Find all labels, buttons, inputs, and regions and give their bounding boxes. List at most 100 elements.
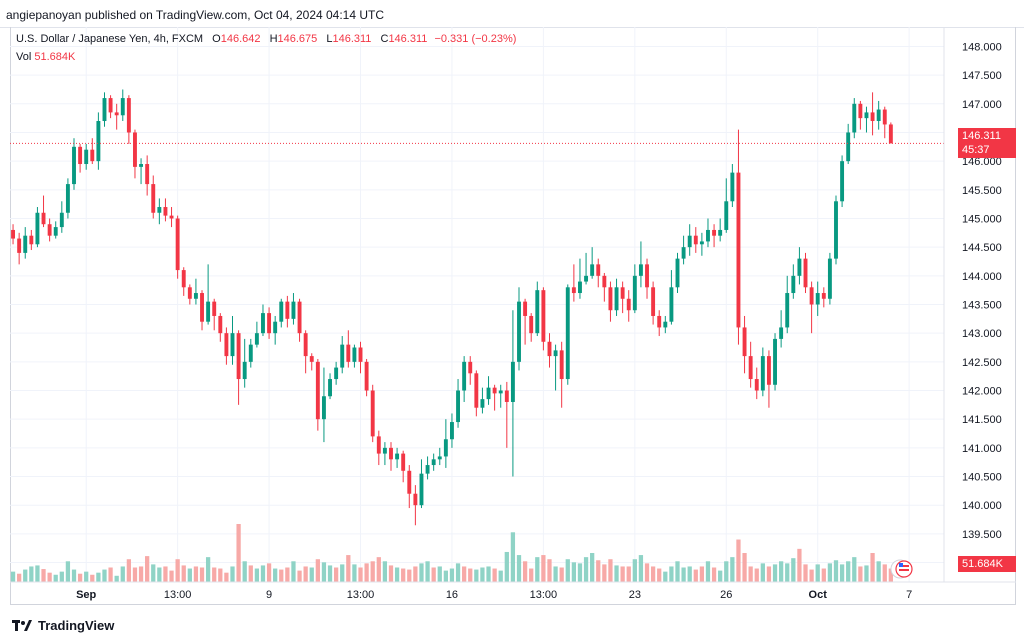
candle-body [523, 301, 528, 316]
candle-body [864, 112, 869, 119]
volume-bar [376, 557, 381, 582]
candle-body [754, 379, 759, 391]
volume-bar [333, 567, 339, 582]
volume-bar [462, 566, 467, 582]
candle-body [834, 201, 838, 259]
volume-bar [382, 561, 388, 582]
candle-body [181, 270, 186, 288]
volume-bar [242, 561, 247, 582]
price-tick-label: 142.000 [962, 386, 1002, 398]
header-bar: angiepanoyan published on TradingView.co… [0, 0, 1024, 28]
volume-bar [876, 561, 881, 582]
legend-symbol: U.S. Dollar / Japanese Yen, 4h, FXCM [16, 33, 204, 45]
volume-bar [199, 567, 205, 582]
candle-body [565, 287, 570, 380]
time-tick-label: 16 [446, 589, 458, 601]
candle-body [358, 347, 363, 362]
candle-body [175, 218, 180, 271]
candle-body [431, 459, 436, 466]
candle-body [309, 356, 314, 362]
volume-bar [797, 548, 802, 582]
candle-body [11, 229, 15, 239]
volume-bar [309, 567, 314, 582]
volume-bar [791, 558, 796, 582]
volume-bar [47, 572, 52, 582]
candle-body [321, 396, 326, 420]
volume-bar [413, 566, 418, 582]
footer-brand[interactable]: TradingView [12, 618, 114, 633]
volume-bar [529, 568, 534, 582]
candle-body [224, 333, 229, 357]
candle-body [681, 247, 686, 259]
candle-body [773, 338, 777, 385]
volume-bar [614, 565, 619, 582]
volume-bar [279, 569, 284, 582]
candle-body [535, 290, 540, 334]
volume-bar [718, 570, 723, 582]
volume-bar [419, 563, 424, 582]
volume-bar [230, 566, 235, 582]
time-axis[interactable]: Sep 13:00 9 13:00 16 13:00 23 26 Oct 7 [76, 589, 912, 601]
candle-body [486, 387, 491, 400]
candle-body [687, 235, 692, 248]
volume-bar [394, 567, 400, 582]
candle-body [693, 235, 698, 245]
volume-bar [778, 561, 784, 582]
candle-body [254, 333, 259, 345]
candle-body [212, 301, 217, 316]
volume-bar [577, 563, 583, 582]
volume-bar [620, 566, 625, 582]
candle-body [389, 447, 393, 460]
candle-body [102, 98, 107, 122]
candle-body [285, 301, 290, 319]
candle-body [584, 275, 589, 282]
candle-body [334, 367, 339, 380]
legend: U.S. Dollar / Japanese Yen, 4h, FXCM O14… [16, 33, 516, 45]
candle-body [882, 109, 887, 125]
volume-bar [541, 555, 546, 582]
candle-body [78, 146, 83, 165]
candle-body [425, 465, 430, 474]
price-axis[interactable]: 148.000147.500147.000146.500146.000145.5… [962, 41, 1002, 569]
volume-bar [492, 568, 497, 582]
candle-body [547, 341, 552, 357]
volume-bar [766, 566, 772, 582]
candle-body [821, 293, 826, 299]
candle-body [413, 493, 418, 506]
tradingview-logo-icon [12, 619, 32, 631]
price-tick-label: 148.000 [962, 41, 1002, 53]
volume-bar [888, 568, 893, 582]
volume-bar [522, 561, 528, 582]
time-tick-label: 7 [906, 589, 912, 601]
volume-bar [157, 567, 162, 582]
volume-bar [724, 561, 729, 582]
legend-close: 146.311 [388, 33, 428, 45]
candle-body [120, 98, 125, 116]
volume-bar [693, 569, 698, 582]
candle-body [614, 287, 619, 311]
candle-body [267, 313, 272, 334]
volume-bar [510, 532, 516, 582]
volume-bar [449, 568, 455, 582]
price-tick-label: 143.000 [962, 328, 1002, 340]
candle-body [328, 379, 332, 397]
volume-bar [169, 570, 174, 582]
candle-body [791, 275, 796, 294]
volume-bar [870, 553, 875, 582]
candle-body [870, 112, 875, 122]
candle-body [315, 361, 320, 420]
candle-body [84, 149, 89, 165]
volume-bar [248, 565, 253, 582]
volume-bar [754, 568, 759, 582]
candle-body [41, 212, 46, 225]
price-tick-label: 141.000 [962, 443, 1002, 455]
volume-bar [474, 569, 479, 582]
volume-bar [224, 572, 229, 582]
candle-body [736, 172, 741, 328]
volume-bar [266, 563, 272, 582]
candle-body [218, 315, 223, 334]
candle-body [65, 184, 70, 213]
flag-icon[interactable] [890, 559, 913, 579]
candle-body [840, 161, 845, 202]
